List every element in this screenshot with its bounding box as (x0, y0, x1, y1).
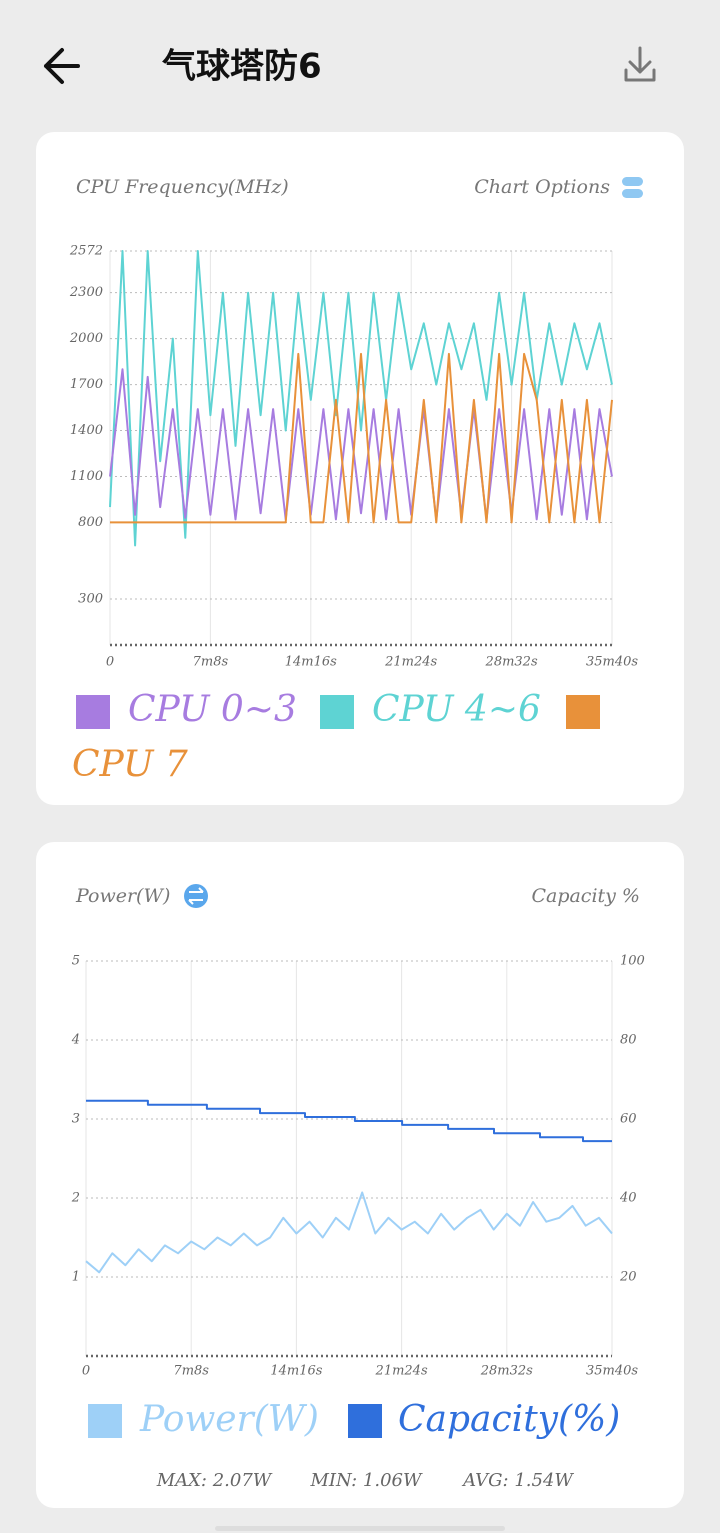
y-tick-label: 2300 (69, 285, 103, 300)
stat: MAX: 2.07W (156, 1470, 273, 1491)
y-tick-label: 1100 (70, 469, 103, 484)
legend-label: Power(W) (139, 1399, 319, 1440)
x-tick-label: 28m32s (480, 1364, 533, 1379)
stat: MIN: 1.06W (309, 1470, 423, 1491)
y-tick-label: 1400 (70, 423, 103, 438)
series-line (109, 250, 613, 547)
y-tick-label: 3 (72, 1112, 80, 1127)
x-tick-label: 21m24s (384, 655, 437, 670)
legend-label: CPU 0~3 (128, 689, 297, 730)
series-line (86, 1099, 612, 1143)
x-tick-label: 7m8s (173, 1364, 209, 1379)
stat: AVG: 1.54W (461, 1470, 574, 1491)
home-indicator (215, 1526, 505, 1531)
x-tick-label: 7m8s (193, 655, 229, 670)
y2-axis-title: Capacity % (531, 885, 640, 907)
y2-tick-label: 60 (620, 1112, 637, 1127)
y2-tick-label: 100 (620, 954, 645, 969)
series-line (110, 352, 613, 524)
y-tick-label: 2 (71, 1191, 80, 1206)
x-tick-label: 35m40s (586, 655, 638, 670)
legend-swatch (566, 695, 600, 729)
legend-swatch (76, 695, 110, 729)
x-tick-label: 0 (82, 1364, 90, 1379)
series-line (109, 368, 613, 521)
legend-label: CPU 4~6 (372, 689, 541, 730)
chart-options[interactable]: Chart Options (474, 176, 610, 198)
x-tick-label: 35m40s (586, 1364, 638, 1379)
y-tick-label: 800 (78, 515, 103, 530)
download-button[interactable] (624, 46, 656, 82)
back-button[interactable] (44, 48, 80, 84)
x-tick-label: 14m16s (285, 655, 337, 670)
y-tick-label: 5 (72, 954, 80, 969)
cpu-card (36, 132, 684, 805)
x-tick-label: 28m32s (485, 655, 538, 670)
y-axis-title: Power(W) (75, 885, 170, 907)
legend-swatch (348, 1404, 382, 1438)
swap-icon[interactable] (184, 884, 208, 908)
power-card (36, 842, 684, 1508)
chart-options-icon[interactable] (622, 177, 643, 198)
x-tick-label: 0 (106, 655, 114, 670)
y2-tick-label: 40 (619, 1191, 637, 1206)
y-tick-label: 4 (71, 1033, 80, 1048)
legend-swatch (320, 695, 354, 729)
chart-title: CPU Frequency(MHz) (76, 176, 289, 198)
y-tick-label: 2000 (69, 331, 103, 346)
legend-label: Capacity(%) (398, 1399, 620, 1440)
y-tick-label: 2572 (69, 244, 103, 259)
y2-tick-label: 20 (619, 1270, 637, 1285)
y-tick-label: 1700 (70, 377, 103, 392)
legend-label: CPU 7 (72, 744, 188, 785)
y-tick-label: 300 (78, 592, 103, 607)
y-tick-label: 1 (72, 1270, 80, 1285)
y2-tick-label: 80 (620, 1033, 637, 1048)
x-tick-label: 21m24s (375, 1364, 428, 1379)
series-line (85, 1191, 613, 1274)
legend-swatch (88, 1404, 122, 1438)
page-title: 气球塔防6 (161, 47, 322, 87)
x-tick-label: 14m16s (270, 1364, 322, 1379)
